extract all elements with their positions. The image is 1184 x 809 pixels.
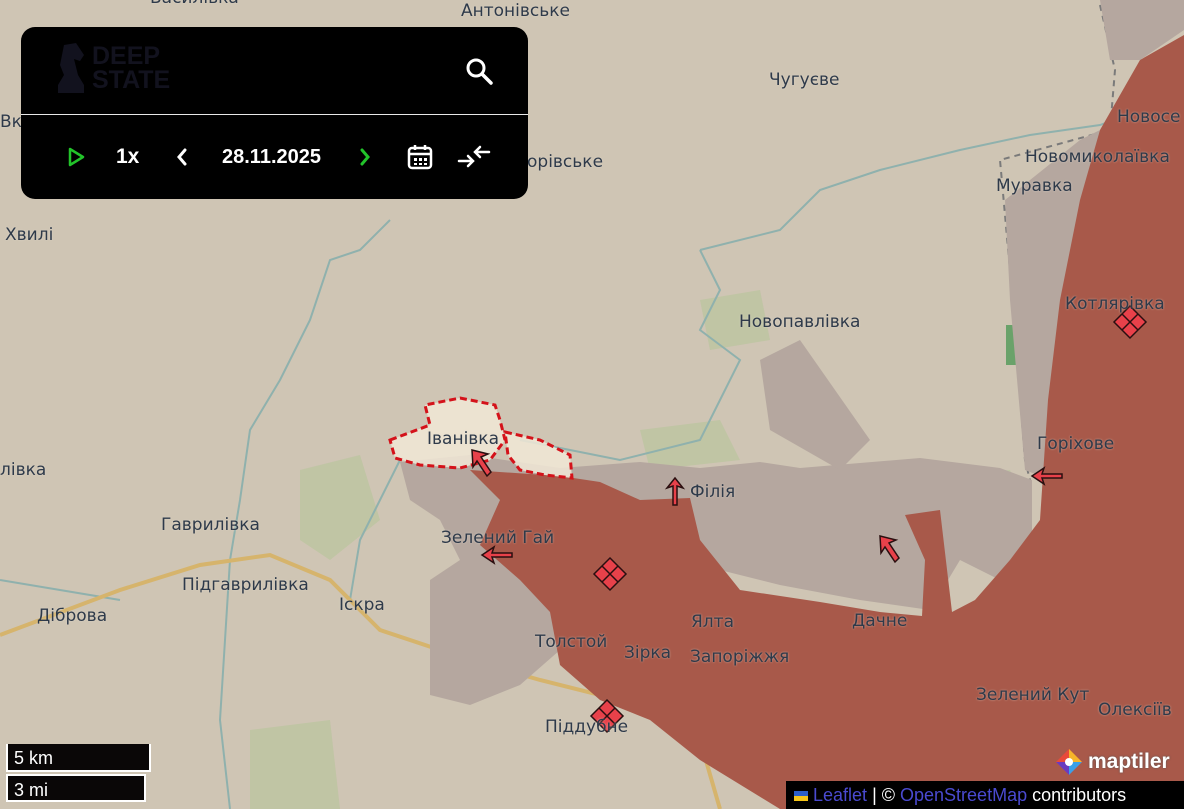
knight-icon xyxy=(58,43,84,93)
divider xyxy=(21,114,528,115)
place-label: Новопавлівка xyxy=(739,312,861,332)
logo-text: DEEP xyxy=(92,42,161,70)
maptiler-text: maptiler xyxy=(1088,750,1170,773)
arrow-left-icon[interactable] xyxy=(480,545,513,565)
place-label: Запоріжжя xyxy=(690,647,790,667)
speed-button[interactable]: 1x xyxy=(116,145,140,168)
collapse-button[interactable] xyxy=(457,140,491,174)
diamond-marker-icon[interactable] xyxy=(592,556,628,592)
place-label: Вк xyxy=(0,112,22,132)
place-label: Ялта xyxy=(691,612,734,632)
chevron-right-icon xyxy=(360,148,370,166)
place-label: Іванівка xyxy=(427,429,499,449)
place-label: Зелений Кут xyxy=(976,685,1090,705)
place-label: Гаврилівка xyxy=(161,515,260,535)
collapse-arrows-icon xyxy=(457,145,491,168)
place-label: Дачне xyxy=(852,611,908,631)
place-label: Іскра xyxy=(339,595,385,615)
place-label: лівка xyxy=(0,460,47,480)
rivers xyxy=(0,109,1141,809)
deepstate-logo: DEEP STATE xyxy=(56,41,170,95)
arrow-left-icon[interactable] xyxy=(1030,466,1063,486)
scale-metric: 5 km xyxy=(6,744,151,772)
play-icon xyxy=(68,147,85,167)
maptiler-icon xyxy=(1056,749,1082,775)
play-button[interactable] xyxy=(65,140,87,174)
attribution-bar: Leaflet | © OpenStreetMap contributors xyxy=(786,781,1184,809)
place-label: Зірка xyxy=(624,643,672,663)
ukraine-flag-icon xyxy=(794,791,808,802)
next-day-button[interactable] xyxy=(356,140,374,174)
scale-imperial: 3 mi xyxy=(6,774,146,802)
place-label: Горіхове xyxy=(1037,434,1115,454)
diamond-marker-icon[interactable] xyxy=(589,698,625,734)
place-label: Підгаврилівка xyxy=(182,575,309,595)
calendar-icon xyxy=(407,145,433,170)
attribution-separator: | © xyxy=(867,785,901,805)
place-label: Хвилі xyxy=(5,225,54,245)
place-label: Толстой xyxy=(535,632,608,652)
place-label: Філія xyxy=(690,482,736,502)
control-panel: DEEP STATE 1x 28.11.2025 xyxy=(21,27,528,199)
maptiler-logo[interactable]: maptiler xyxy=(1054,747,1170,777)
leaflet-link[interactable]: Leaflet xyxy=(813,785,868,805)
place-label: Чугуєве xyxy=(769,70,840,90)
arrow-up-left-icon[interactable] xyxy=(471,449,492,478)
place-label: Антонівське xyxy=(461,1,570,21)
strike-markers[interactable] xyxy=(589,304,1148,734)
logo-text: STATE xyxy=(92,66,171,94)
diamond-marker-icon[interactable] xyxy=(1112,304,1148,340)
place-label: Новосе xyxy=(1117,107,1181,127)
attribution-suffix: contributors xyxy=(1027,785,1127,805)
search-icon[interactable] xyxy=(463,55,495,87)
date-display[interactable]: 28.11.2025 xyxy=(222,145,321,168)
place-label: Зелений Гай xyxy=(441,528,555,548)
place-label: Піддубне xyxy=(545,717,629,737)
place-label: Муравка xyxy=(996,176,1073,196)
arrow-up-left-icon[interactable] xyxy=(879,535,900,564)
chevron-left-icon xyxy=(177,148,187,166)
calendar-button[interactable] xyxy=(407,140,433,174)
place-label: Олексіїв xyxy=(1098,700,1172,720)
place-label: Новомиколаївка xyxy=(1025,147,1170,167)
arrow-up-icon[interactable] xyxy=(664,476,686,506)
place-label: Василівка xyxy=(150,0,239,8)
place-label: Котлярівка xyxy=(1065,294,1165,314)
place-label: Діброва xyxy=(37,606,108,626)
place-label: орівське xyxy=(527,152,604,172)
occupied-territory xyxy=(470,35,1184,809)
attack-arrows[interactable] xyxy=(471,449,1063,565)
openstreetmap-link[interactable]: OpenStreetMap xyxy=(900,785,1028,805)
previous-day-button[interactable] xyxy=(173,140,191,174)
